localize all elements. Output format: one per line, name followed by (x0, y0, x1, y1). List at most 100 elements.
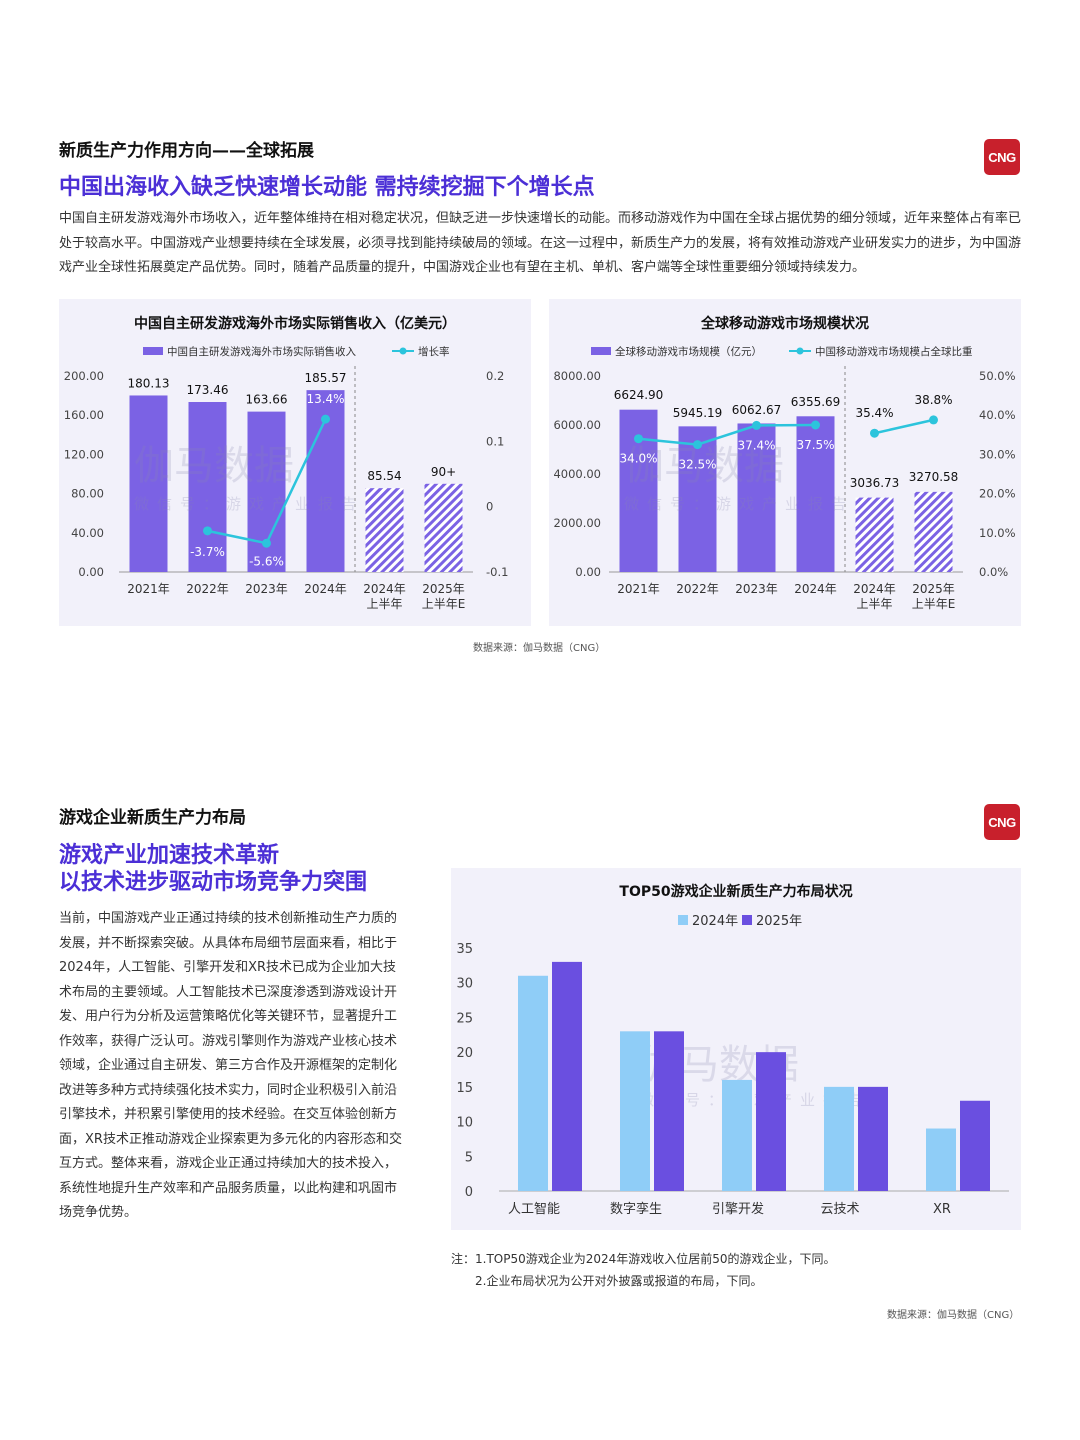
bar-2024 (518, 975, 548, 1191)
y2-tick-label: 0 (486, 500, 493, 514)
legend-2025-swatch (742, 915, 752, 925)
bar (247, 411, 286, 572)
section2-headline-line1: 游戏产业加速技术革新 (59, 843, 280, 868)
bar-2025 (858, 1086, 888, 1191)
x-tick-label: 2024年 (363, 582, 406, 596)
bar-value-label: 5945.19 (673, 406, 723, 420)
x-tick-label: 2024年 (853, 582, 896, 596)
chart3-svg: 2024年 2025年05101520253035伽马数据微信号：游戏产业报告人工… (456, 914, 1009, 1217)
y2-tick-label: 50.0% (979, 369, 1016, 383)
y-tick-label: 2000.00 (553, 516, 601, 530)
bar-value-label: 6355.69 (791, 395, 841, 409)
chart1-title: 中国自主研发游戏海外市场实际销售收入（亿美元） (134, 316, 456, 332)
legend-line-dot (796, 347, 804, 355)
y-tick-label: 40.00 (71, 526, 104, 540)
legend-2024-swatch (678, 915, 688, 925)
line-point (634, 434, 643, 444)
y-tick-label: 160.00 (64, 408, 104, 422)
legend-2024-label: 2024年 (692, 914, 738, 929)
bar-2025 (552, 961, 582, 1191)
legend-line-label: 中国移动游戏市场规模占全球比重 (815, 345, 973, 358)
y2-tick-label: 30.0% (979, 447, 1016, 461)
bar-2024 (824, 1086, 854, 1191)
line-value-label: 34.0% (619, 452, 657, 466)
section2-headline-line2: 以技术进步驱动市场竞争力突围 (59, 870, 368, 895)
line-point (203, 526, 212, 536)
legend-line-label: 增长率 (418, 345, 450, 358)
y-tick-label: 10 (456, 1116, 473, 1131)
line-point (811, 420, 820, 430)
watermark-sub: 微信号：游戏产业报告 (624, 495, 854, 513)
bar (678, 426, 717, 572)
y-tick-label: 35 (456, 942, 473, 957)
x-tick-label: 2021年 (127, 582, 170, 596)
x-tick-label: 上半年 (366, 597, 402, 611)
chart3-panel: TOP50游戏企业新质生产力布局状况 2024年 2025年 0 5 10 15 20 25 3… (451, 868, 1021, 1230)
y-tick-label: 6000.00 (553, 418, 601, 432)
line-point (870, 428, 879, 438)
line-value-label: 13.4% (306, 392, 344, 406)
bar-2025 (756, 1052, 786, 1191)
legend-bar-label: 中国自主研发游戏海外市场实际销售收入 (167, 345, 356, 358)
section2-paragraph: 当前，中国游戏产业正通过持续的技术创新推动生产力质的发展，并不断探索突破。从具体… (59, 911, 402, 1220)
bar (365, 488, 404, 572)
watermark-sub: 微信号：游戏产业报告 (134, 495, 364, 513)
legend-bar-swatch (143, 347, 163, 355)
watermark-main: 伽马数据 (134, 443, 294, 489)
y-tick-label: 5 (465, 1150, 473, 1165)
x-tick-label: 2024年 (794, 582, 837, 596)
section1-source: 数据来源：伽马数据（CNG） (473, 643, 606, 654)
bar (424, 483, 463, 572)
y-tick-label: 200.00 (64, 369, 104, 383)
line-value-label: 32.5% (678, 458, 716, 472)
growth-line (638, 423, 816, 446)
y2-tick-label: 40.0% (979, 408, 1016, 422)
x-tick-label: 2025年 (912, 582, 955, 596)
bar-2024 (722, 1079, 752, 1191)
x-tick-label: 2025年 (422, 582, 465, 596)
x-tick-label: 2022年 (186, 582, 229, 596)
bar-value-label: 163.66 (246, 393, 288, 407)
x-tick-label: 云技术 (820, 1202, 859, 1217)
bar-value-label: 173.46 (187, 383, 229, 397)
bar-value-label: 180.13 (128, 376, 170, 390)
legend-2025-label: 2025年 (756, 914, 802, 929)
y-tick-label: 0.00 (78, 565, 104, 579)
x-tick-label: 2023年 (735, 582, 778, 596)
bar-2024 (926, 1128, 956, 1191)
y-tick-label: 25 (456, 1011, 473, 1026)
y2-tick-label: 0.0% (979, 565, 1008, 579)
line-value-label: -5.6% (249, 554, 284, 568)
line-value-label: 37.5% (796, 438, 834, 452)
y-tick-label: 15 (456, 1081, 473, 1096)
bar-2024 (620, 1031, 650, 1191)
line-point (262, 538, 271, 548)
bar-value-label: 6062.67 (732, 403, 782, 417)
y-tick-label: 20 (456, 1046, 473, 1061)
x-tick-label: 上半年E (912, 597, 956, 611)
x-tick-label: 引擎开发 (712, 1201, 764, 1217)
x-tick-label: 2023年 (245, 582, 288, 596)
bar-2025 (960, 1100, 990, 1191)
line-value-label: -3.7% (190, 545, 225, 559)
y2-tick-label: 0.2 (486, 369, 504, 383)
y-tick-label: 8000.00 (553, 369, 601, 383)
bar-2025 (654, 1031, 684, 1191)
section1-paragraph: 中国自主研发游戏海外市场收入，近年整体维持在相对稳定状况，但缺乏进一步快速增长的… (59, 211, 1022, 275)
y2-tick-label: -0.1 (486, 565, 508, 579)
line-point (693, 440, 702, 450)
y-tick-label: 80.00 (71, 487, 104, 501)
legend-line-dot (399, 347, 407, 355)
bar-value-label: 3270.58 (909, 470, 959, 484)
cng-logo-2: CNG (984, 804, 1020, 840)
y2-tick-label: 20.0% (979, 487, 1016, 501)
growth-line (874, 418, 934, 435)
y-tick-label: 4000.00 (553, 467, 601, 481)
line-value-label: 38.8% (914, 393, 952, 407)
legend-bar-swatch (591, 347, 611, 355)
x-tick-label: 2022年 (676, 582, 719, 596)
chart2-title: 全球移动游戏市场规模状况 (701, 316, 869, 332)
section1-title: 新质生产力作用方向——全球拓展 (59, 141, 314, 161)
bar (188, 402, 227, 572)
chart1-svg: 中国自主研发游戏海外市场实际销售收入 增长率 0.00 40.00 80.00 120.0… (64, 345, 509, 611)
